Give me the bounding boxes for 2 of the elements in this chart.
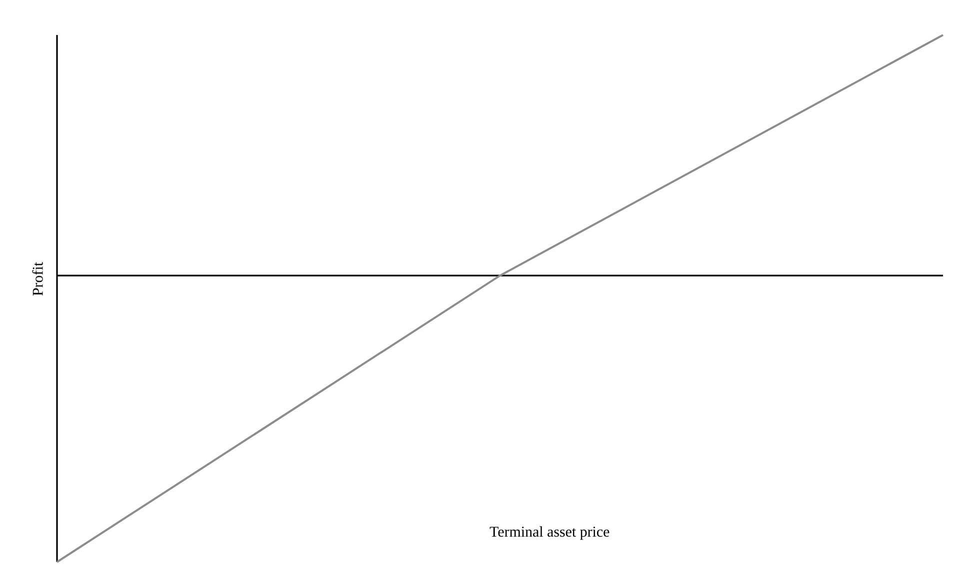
- x-axis-title: Terminal asset price: [490, 526, 610, 540]
- y-axis-title: Profit: [32, 262, 43, 296]
